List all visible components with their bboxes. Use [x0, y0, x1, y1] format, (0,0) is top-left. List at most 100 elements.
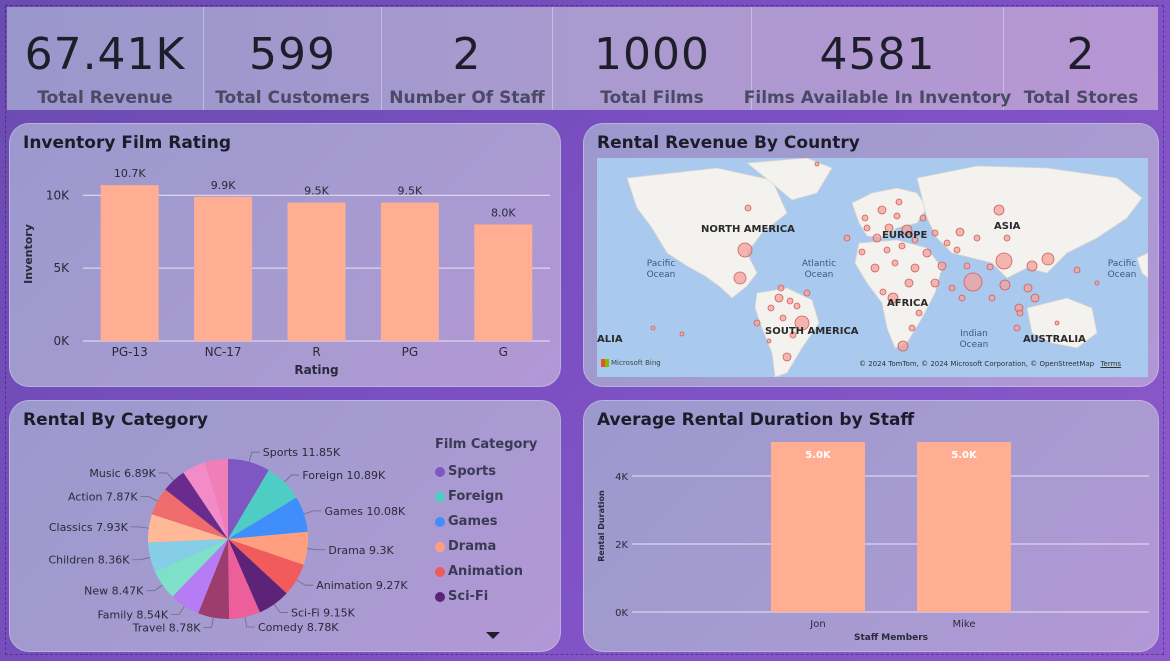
kpi-label: Total Stores — [1023, 88, 1139, 108]
revenue-bubble[interactable] — [1026, 260, 1038, 272]
revenue-bubble[interactable] — [995, 252, 1013, 270]
revenue-bubble[interactable] — [793, 302, 801, 310]
revenue-bubble[interactable] — [963, 272, 983, 292]
revenue-bubble[interactable] — [1013, 324, 1021, 332]
revenue-bubble[interactable] — [904, 278, 914, 288]
revenue-bubble[interactable] — [955, 227, 965, 237]
pie-slice-games — [228, 497, 308, 539]
revenue-bubble[interactable] — [999, 279, 1011, 291]
revenue-bubble[interactable] — [943, 239, 951, 247]
leader-line — [158, 472, 174, 481]
revenue-bubble[interactable] — [1016, 309, 1024, 317]
revenue-bubble[interactable] — [737, 242, 753, 258]
revenue-bubble[interactable] — [915, 309, 923, 317]
revenue-bubble[interactable] — [937, 261, 947, 271]
revenue-bubble[interactable] — [922, 248, 932, 258]
legend-item-foreign[interactable]: Foreign — [435, 484, 523, 509]
revenue-bubble[interactable] — [897, 340, 909, 352]
revenue-bubble[interactable] — [986, 263, 994, 271]
revenue-bubble[interactable] — [843, 234, 851, 242]
revenue-bubble[interactable] — [872, 233, 882, 243]
revenue-bubble[interactable] — [777, 284, 785, 292]
revenue-bubble[interactable] — [963, 262, 971, 270]
leader-line — [273, 604, 289, 613]
revenue-bubble[interactable] — [953, 246, 961, 254]
revenue-bubble[interactable] — [988, 294, 996, 302]
kpi-total-customers[interactable]: 599 Total Customers — [204, 7, 382, 110]
revenue-bubble[interactable] — [948, 284, 956, 292]
revenue-bubble[interactable] — [891, 259, 899, 267]
revenue-bubble[interactable] — [1073, 266, 1081, 274]
revenue-bubble[interactable] — [863, 224, 871, 232]
legend-item-games[interactable]: Games — [435, 509, 523, 534]
revenue-bubble[interactable] — [877, 205, 887, 215]
inventory-film-rating-panel[interactable]: Inventory Film Rating 0K 5K 10K 10.7K PG-13 9… — [9, 123, 561, 387]
revenue-bubble[interactable] — [884, 223, 894, 233]
revenue-bubble[interactable] — [861, 214, 869, 222]
category-legend: Sports Foreign Games Drama Animation Sci-Fi — [435, 459, 523, 609]
revenue-bubble[interactable] — [908, 324, 916, 332]
legend-label: Games — [448, 514, 498, 529]
pie-slice-classics — [148, 514, 228, 543]
revenue-bubble[interactable] — [958, 294, 966, 302]
revenue-bubble[interactable] — [803, 289, 811, 297]
revenue-bubble[interactable] — [650, 325, 656, 331]
revenue-bubble[interactable] — [931, 229, 939, 237]
legend-item-animation[interactable]: Animation — [435, 559, 523, 584]
revenue-bubble[interactable] — [782, 352, 792, 362]
revenue-bubble[interactable] — [883, 246, 891, 254]
avg-rental-duration-by-staff-panel[interactable]: Average Rental Duration by Staff 0K 2K 4K 5… — [583, 400, 1159, 652]
revenue-bubble[interactable] — [766, 338, 772, 344]
revenue-bubble[interactable] — [767, 304, 775, 312]
revenue-bubble[interactable] — [993, 204, 1005, 216]
revenue-bubble[interactable] — [973, 234, 981, 242]
revenue-bubble[interactable] — [789, 331, 797, 339]
kpi-total-films[interactable]: 1000 Total Films — [553, 7, 752, 110]
kpi-total-revenue[interactable]: 67.41K Total Revenue — [7, 7, 204, 110]
kpi-films-available[interactable]: 4581 Films Available In Inventory — [744, 7, 1011, 110]
map-label-alia: ALIA — [597, 334, 623, 345]
world-map[interactable]: NORTH AMERICA EUROPE ASIA Pacific Ocean … — [597, 158, 1148, 377]
kpi-number-of-staff[interactable]: 2 Number Of Staff — [382, 7, 553, 110]
revenue-bubble[interactable] — [858, 248, 866, 256]
revenue-bubble[interactable] — [1030, 293, 1040, 303]
y-tick-label: 4K — [615, 472, 628, 483]
revenue-bubble[interactable] — [895, 198, 903, 206]
revenue-bubble[interactable] — [786, 297, 794, 305]
revenue-bubble[interactable] — [879, 288, 887, 296]
revenue-bubble[interactable] — [774, 293, 784, 303]
pie-label: Family 8.54K — [97, 609, 168, 622]
kpi-total-stores[interactable]: 2 Total Stores — [1004, 7, 1158, 110]
revenue-bubble[interactable] — [930, 278, 940, 288]
revenue-bubble[interactable] — [1023, 283, 1033, 293]
revenue-bubble[interactable] — [898, 242, 906, 250]
revenue-bubble[interactable] — [893, 212, 901, 220]
revenue-bubble[interactable] — [814, 161, 820, 167]
terms-link[interactable]: Terms — [1100, 360, 1122, 368]
legend-item-sci-fi[interactable]: Sci-Fi — [435, 584, 523, 609]
revenue-bubble[interactable] — [1041, 252, 1055, 266]
revenue-bubble[interactable] — [870, 263, 880, 273]
bar-g — [474, 224, 533, 341]
revenue-bubble[interactable] — [919, 214, 927, 222]
revenue-bubble[interactable] — [901, 224, 913, 236]
revenue-bubble[interactable] — [887, 292, 899, 304]
revenue-bubble[interactable] — [733, 271, 747, 285]
revenue-bubble[interactable] — [1094, 280, 1100, 286]
revenue-bubble[interactable] — [679, 331, 685, 337]
legend-item-sports[interactable]: Sports — [435, 459, 523, 484]
revenue-bubble[interactable] — [1054, 320, 1060, 326]
revenue-bubble[interactable] — [794, 315, 810, 331]
revenue-bubble[interactable] — [779, 314, 787, 322]
revenue-bubble[interactable] — [753, 319, 761, 327]
revenue-bubble[interactable] — [911, 236, 919, 244]
rental-revenue-by-country-panel[interactable]: Rental Revenue By Country NORTH AMERICA … — [583, 123, 1159, 387]
legend-label: Animation — [448, 564, 523, 579]
legend-item-drama[interactable]: Drama — [435, 534, 523, 559]
rental-by-category-panel[interactable]: Rental By Category Sports 11.85K Foreign … — [9, 400, 561, 652]
revenue-bubble[interactable] — [1003, 234, 1011, 242]
revenue-bubble[interactable] — [744, 204, 752, 212]
pie-label: New 8.47K — [84, 585, 144, 598]
revenue-bubble[interactable] — [910, 263, 920, 273]
legend-scroll-down-icon[interactable] — [486, 632, 500, 639]
